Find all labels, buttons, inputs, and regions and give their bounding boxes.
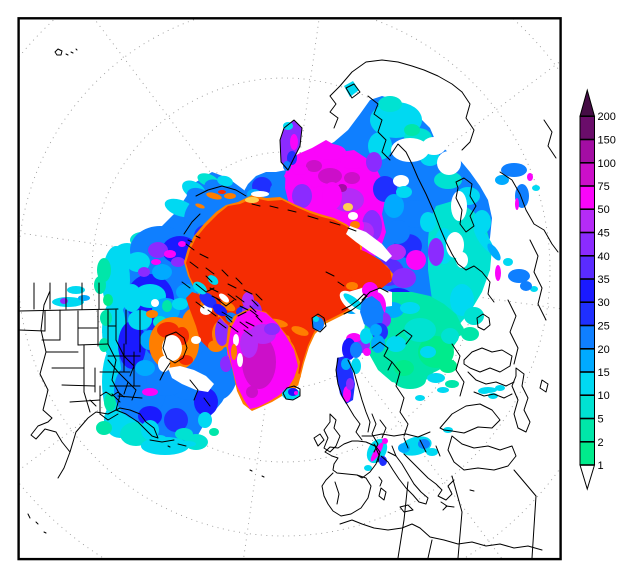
svg-text:15: 15: [598, 367, 610, 379]
svg-text:40: 40: [598, 251, 610, 263]
svg-text:150: 150: [598, 135, 616, 147]
svg-text:35: 35: [598, 274, 610, 286]
svg-text:25: 25: [598, 321, 610, 333]
svg-text:5: 5: [598, 414, 604, 426]
svg-text:30: 30: [598, 297, 610, 309]
svg-text:45: 45: [598, 228, 610, 240]
svg-text:75: 75: [598, 181, 610, 193]
svg-text:1: 1: [598, 460, 604, 472]
svg-text:20: 20: [598, 344, 610, 356]
svg-text:10: 10: [598, 390, 610, 402]
svg-text:50: 50: [598, 204, 610, 216]
svg-text:2: 2: [598, 437, 604, 449]
svg-text:200: 200: [598, 111, 616, 123]
svg-text:100: 100: [598, 158, 616, 170]
